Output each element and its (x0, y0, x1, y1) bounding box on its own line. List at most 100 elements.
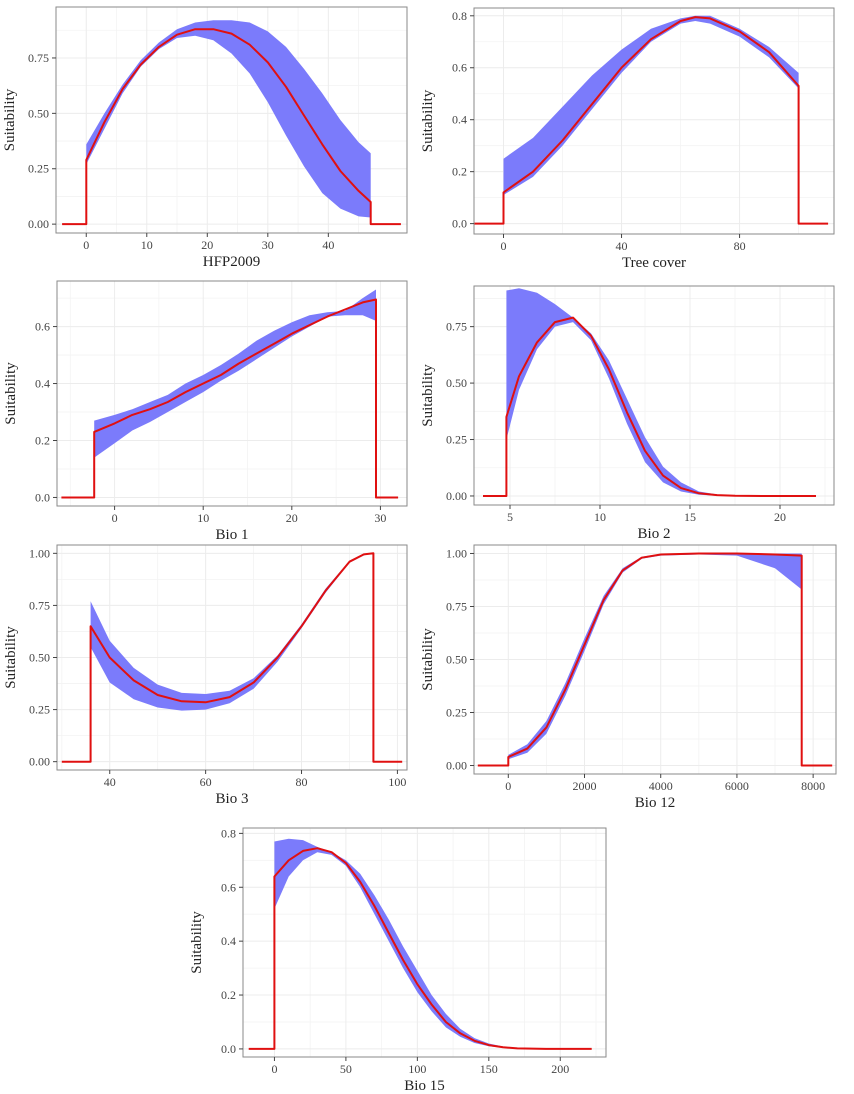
y-tick-label: 0.0 (452, 217, 467, 231)
y-tick-label: 0.4 (35, 377, 50, 391)
x-tick-label: 10 (141, 238, 153, 252)
y-axis-label: Suitability (420, 364, 436, 427)
y-tick-label: 0.2 (35, 433, 50, 447)
panel-5: 40 60 80 100 0.00 0.25 0.50 0.75 1.00 Bio 3 Suitab… (3, 544, 408, 807)
panel-3: 0 10 20 30 0.0 0.2 0.4 0.6 Bio 1 Suitability (3, 280, 408, 543)
x-axis-label: Bio 15 (404, 1078, 444, 1094)
x-tick-label: 20 (774, 510, 786, 524)
x-tick-label: 4000 (649, 779, 673, 793)
mean-response-line (61, 552, 403, 763)
y-tick-label: 0.25 (446, 433, 467, 447)
y-tick-label: 0.8 (452, 9, 467, 23)
y-tick-label: 0.2 (221, 988, 236, 1002)
x-tick-label: 100 (388, 775, 406, 789)
y-tick-label: 0.25 (446, 706, 467, 720)
y-tick-label: 0.00 (28, 217, 49, 231)
x-tick-label: 20 (201, 238, 213, 252)
x-tick-label: 0 (501, 239, 507, 253)
confidence-band (274, 838, 532, 1049)
y-tick-label: 1.00 (29, 546, 50, 560)
x-axis-label: Tree cover (622, 255, 686, 271)
plot-frame (242, 827, 607, 1058)
panel-6: 0 2000 4000 6000 8000 0.00 0.25 0.50 0.75 1.00 Bio… (420, 544, 837, 811)
panel-4: 5 10 15 20 0.00 0.25 0.50 0.75 Bio 2 Suitability (420, 285, 835, 542)
x-tick-label: 5 (507, 510, 513, 524)
plot-frame (55, 6, 408, 234)
y-tick-label: 0.00 (446, 489, 467, 503)
y-axis-label: Suitability (420, 89, 436, 152)
mean-response-line (477, 552, 833, 767)
y-tick-label: 0.00 (446, 759, 467, 773)
x-axis-label: Bio 2 (638, 526, 671, 542)
y-tick-label: 0.2 (452, 165, 467, 179)
x-tick-label: 60 (200, 775, 212, 789)
x-tick-label: 30 (374, 511, 386, 525)
x-tick-label: 0 (505, 779, 511, 793)
x-tick-label: 40 (616, 239, 628, 253)
y-axis-label: Suitability (2, 88, 18, 151)
x-axis-label: HFP2009 (203, 254, 261, 270)
plot-frame (473, 7, 835, 235)
panel-1: 0 10 20 30 40 0.00 0.25 0.50 0.75 HFP2009 Suitabil… (2, 6, 408, 270)
plot-background (57, 281, 407, 506)
x-tick-label: 0 (112, 511, 118, 525)
mean-response-line (62, 28, 401, 226)
plot-frame (56, 280, 408, 507)
plot-background (243, 828, 606, 1057)
x-tick-label: 0 (271, 1062, 277, 1076)
x-tick-label: 100 (408, 1062, 426, 1076)
confidence-band (86, 20, 371, 218)
y-tick-label: 0.25 (28, 162, 49, 176)
x-tick-label: 80 (296, 775, 308, 789)
y-tick-label: 0.4 (452, 113, 467, 127)
y-axis-label: Suitability (3, 362, 19, 425)
x-tick-label: 200 (551, 1062, 569, 1076)
y-tick-label: 0.50 (446, 653, 467, 667)
panel-7: 0 50 100 150 200 0.0 0.2 0.4 0.6 0.8 Bio 15 Suitabi… (189, 826, 607, 1094)
y-tick-label: 0.25 (29, 703, 50, 717)
y-axis-label: Suitability (3, 626, 19, 689)
mean-response-line (474, 16, 829, 225)
x-tick-label: 20 (286, 511, 298, 525)
mean-response-line (483, 316, 816, 497)
y-tick-label: 0.50 (28, 106, 49, 120)
y-tick-label: 0.75 (29, 598, 50, 612)
y-tick-label: 0.00 (29, 755, 50, 769)
x-tick-label: 30 (262, 238, 274, 252)
x-axis-label: Bio 1 (216, 527, 249, 543)
y-axis-label: Suitability (189, 911, 205, 974)
confidence-band (506, 288, 735, 496)
confidence-band (508, 553, 802, 760)
y-tick-label: 0.6 (452, 61, 467, 75)
x-tick-label: 40 (104, 775, 116, 789)
x-tick-label: 10 (594, 510, 606, 524)
x-tick-label: 10 (197, 511, 209, 525)
y-tick-label: 0.4 (221, 934, 236, 948)
x-tick-label: 6000 (725, 779, 749, 793)
y-tick-label: 0.50 (446, 376, 467, 390)
y-axis-label: Suitability (420, 628, 436, 691)
x-tick-label: 50 (340, 1062, 352, 1076)
plot-background (474, 8, 834, 234)
x-axis-label: Bio 12 (635, 795, 675, 811)
y-tick-label: 0.75 (28, 51, 49, 65)
y-tick-label: 0.0 (35, 490, 50, 504)
y-tick-label: 1.00 (446, 546, 467, 560)
x-tick-label: 2000 (573, 779, 597, 793)
mean-response-line (248, 847, 592, 1050)
x-tick-label: 150 (480, 1062, 498, 1076)
x-axis-label: Bio 3 (216, 791, 249, 807)
y-tick-label: 0.6 (35, 320, 50, 334)
x-tick-label: 15 (684, 510, 696, 524)
y-tick-label: 0.6 (221, 880, 236, 894)
x-tick-label: 40 (322, 238, 334, 252)
x-tick-label: 0 (83, 238, 89, 252)
x-tick-label: 80 (734, 239, 746, 253)
y-tick-label: 0.75 (446, 599, 467, 613)
y-tick-label: 0.8 (221, 826, 236, 840)
panel-2: 0 40 80 0.0 0.2 0.4 0.6 0.8 Tree cover Suitabilit… (420, 7, 835, 271)
x-tick-label: 8000 (801, 779, 825, 793)
y-tick-label: 0.50 (29, 651, 50, 665)
mean-response-line (61, 298, 399, 499)
